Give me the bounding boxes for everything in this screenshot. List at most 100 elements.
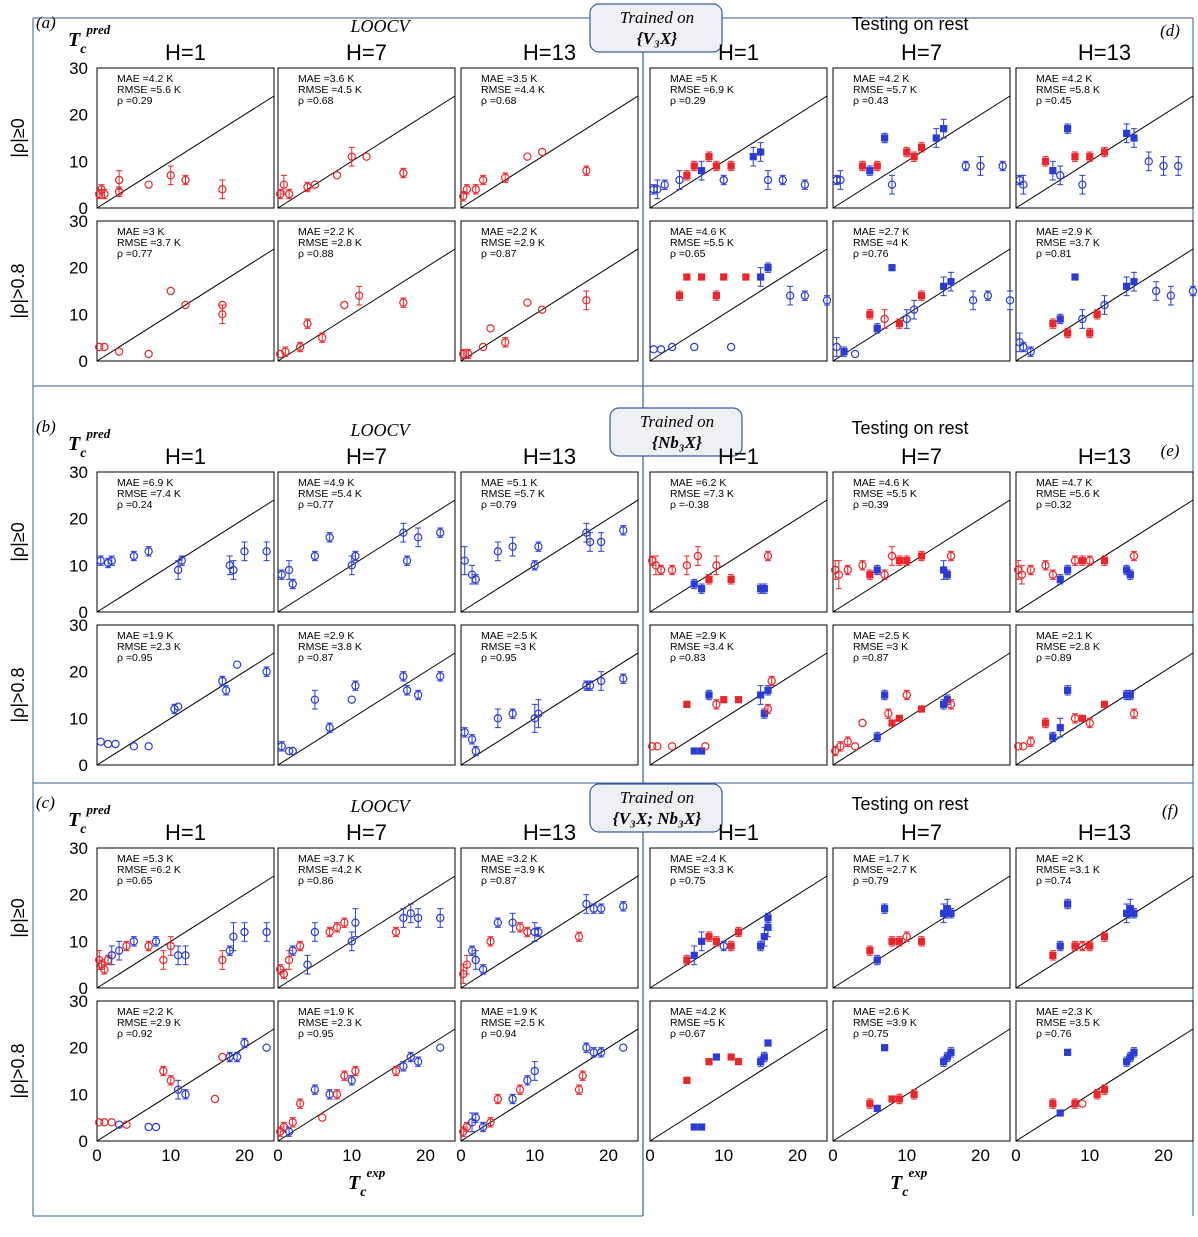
data-point: [873, 956, 881, 964]
data-point: [332, 1090, 342, 1099]
data-point: [1017, 570, 1027, 579]
x-tick-label: 20: [971, 1146, 990, 1165]
data-point: [129, 937, 139, 946]
x-tick-label: 0: [645, 1146, 654, 1165]
data-point: [619, 902, 628, 911]
data-point: [582, 899, 591, 909]
data-point: [399, 528, 408, 537]
data-point: [1123, 566, 1131, 574]
data-point: [1071, 942, 1079, 950]
x-tick-label: 0: [1011, 1146, 1020, 1165]
stats-line: RMSE =2.7 K: [853, 864, 917, 876]
panel-frame: [832, 471, 1011, 613]
panel-frame: [460, 471, 639, 613]
data-point: [303, 182, 312, 192]
data-point: [166, 171, 175, 180]
data-point: [1078, 1099, 1087, 1108]
y-tick-label: 30: [69, 59, 88, 78]
trained-on-box: [609, 407, 743, 457]
data-point: [181, 175, 190, 185]
y-tick-label: 10: [69, 709, 88, 728]
data-point: [471, 955, 480, 965]
y-tick-label: 0: [79, 352, 88, 371]
x-tick-label: 10: [342, 1146, 361, 1165]
stats-line: RMSE =4.4 K: [481, 84, 545, 96]
data-point: [895, 1095, 903, 1103]
data-point: [534, 542, 543, 551]
data-point: [822, 296, 832, 305]
data-point: [712, 937, 720, 945]
identity-line: [460, 875, 639, 989]
data-point: [683, 956, 691, 964]
data-point: [467, 735, 477, 744]
data-point: [1085, 556, 1094, 565]
data-point: [240, 1038, 249, 1048]
identity-line: [832, 248, 1011, 362]
data-point: [436, 1043, 445, 1052]
data-point: [683, 171, 691, 179]
data-point: [998, 161, 1007, 171]
identity-line: [277, 248, 456, 362]
data-point: [501, 173, 510, 182]
stats-line: ρ =0.65: [670, 248, 706, 260]
stats-line: ρ =0.43: [853, 95, 889, 107]
data-point: [310, 551, 320, 561]
data-point: [1100, 148, 1109, 156]
data-point: [1130, 909, 1138, 917]
panel-frame: [460, 624, 639, 766]
x-tick-label: 20: [599, 1146, 618, 1165]
stats-line: MAE =2.2 K: [481, 226, 537, 238]
data-point: [537, 147, 547, 157]
stats-line: RMSE =5 K: [670, 1017, 725, 1029]
data-point: [1056, 724, 1064, 732]
data-point: [144, 941, 153, 951]
identity-line: [460, 248, 639, 362]
data-point: [181, 300, 190, 310]
data-point: [946, 700, 956, 709]
data-point: [537, 305, 547, 314]
identity-line: [96, 875, 275, 989]
data-point: [534, 927, 543, 937]
data-point: [764, 923, 772, 931]
testing-title: Testing on rest: [851, 418, 968, 438]
data-point: [100, 189, 109, 199]
data-point: [460, 556, 469, 565]
stats-line: MAE =2 K: [1036, 853, 1084, 865]
stats-line: ρ =0.79: [481, 499, 517, 511]
data-point: [1019, 180, 1028, 189]
identity-line: [460, 95, 639, 209]
data-point: [362, 152, 371, 161]
panel-frame: [460, 847, 639, 989]
data-point: [284, 955, 294, 965]
h-label: H=7: [346, 820, 387, 845]
data-point: [288, 579, 297, 589]
stats-line: RMSE =3 K: [853, 641, 908, 653]
data-point: [1166, 291, 1176, 300]
data-point: [727, 1053, 735, 1061]
data-point: [895, 557, 903, 565]
stats-line: ρ =0.29: [670, 95, 706, 107]
data-point: [764, 1039, 772, 1047]
stats-line: MAE =4.7 K: [1036, 477, 1092, 489]
panel-frame: [96, 624, 275, 766]
stats-line: MAE =4.6 K: [853, 477, 909, 489]
stats-line: RMSE =6.2 K: [117, 864, 181, 876]
data-point: [910, 1090, 918, 1098]
h-label: H=13: [1078, 820, 1131, 845]
data-point: [114, 946, 124, 955]
y-tick-label: 10: [69, 556, 88, 575]
data-point: [947, 1048, 955, 1056]
data-point: [508, 918, 517, 927]
data-point: [858, 561, 867, 570]
data-point: [318, 1113, 327, 1122]
stats-line: MAE =4.2 K: [1036, 73, 1092, 85]
data-point: [436, 672, 445, 681]
stats-line: RMSE =4.2 K: [298, 864, 362, 876]
data-point: [1064, 329, 1072, 337]
